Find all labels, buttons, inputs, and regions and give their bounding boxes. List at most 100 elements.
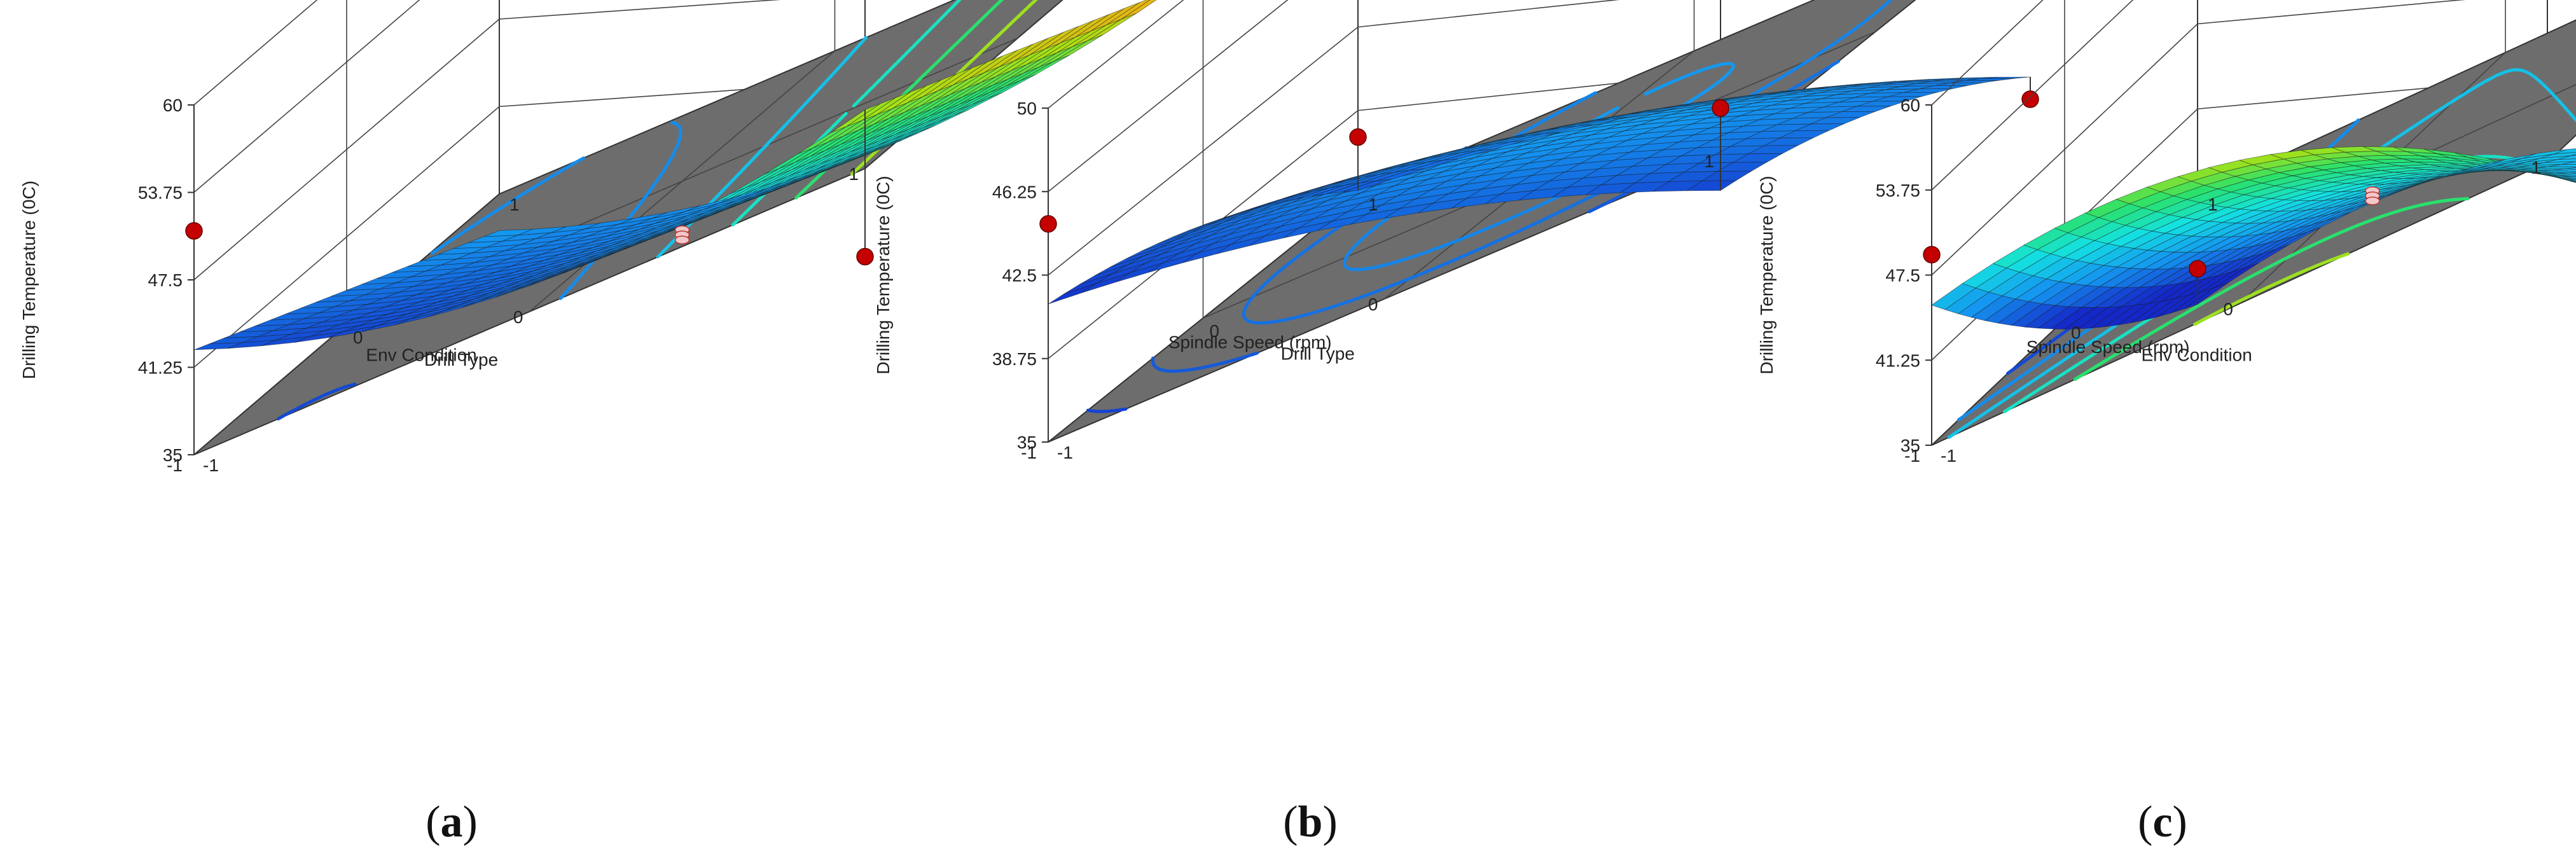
z-tick-label: 42.5 (1002, 266, 1037, 286)
x-axis-label: Spindle Speed (rpm) (2026, 337, 2190, 357)
contour-line (1086, 407, 1128, 413)
response-surface (193, 0, 1157, 350)
z-axis: 50 46.25 42.5 38.75 35 Drilling Temperature (… (873, 99, 1048, 452)
design-point (856, 247, 874, 266)
z-tick-label: 47.5 (1886, 266, 1921, 286)
y-tick-label: -1 (203, 455, 219, 475)
center-point-marker (674, 235, 690, 245)
z-grid-line (1931, 0, 2466, 276)
y-tick-label: -1 (1057, 443, 1073, 462)
x-tick-label: 0 (2223, 300, 2233, 319)
caption-paren-open: ( (1283, 798, 1298, 847)
contour-line (2073, 197, 2470, 381)
surface-cell (1048, 282, 1098, 305)
z-tick-label: 35 (163, 445, 183, 465)
z-axis: 60 53.75 47.5 41.25 35 Drilling Temperature (… (19, 95, 194, 465)
panel-caption: (a) (426, 798, 478, 847)
x-tick-label: 0 (513, 307, 523, 327)
response-surface (1048, 76, 2031, 305)
y-tick-label: -1 (1941, 446, 1956, 466)
z-axis-label: Drilling Temperature (0C) (1757, 176, 1776, 374)
floor-axes: 1 0 -1 -1 0 1 Spindle Speed (rpm)Drill Type (1021, 151, 1714, 462)
x-tick-label: 0 (1368, 294, 1378, 314)
x-tick-label: -1 (167, 455, 183, 475)
design-point (2189, 259, 2206, 278)
floor-grid-line (529, 50, 836, 312)
z-tick-label: 41.25 (138, 358, 183, 378)
surface-cell (2539, 169, 2576, 174)
contour-line (2192, 252, 2350, 326)
x-tick-label: 1 (848, 164, 859, 184)
z-grid-line (193, 0, 781, 280)
y-axis-label: Env Condition (2141, 345, 2252, 365)
z-tick-label: 41.25 (1876, 350, 1920, 370)
caption-paren-close: ) (1322, 798, 1337, 847)
surface-cell (1106, 0, 1151, 25)
design-point (185, 222, 203, 240)
x-tick-label: 1 (2531, 158, 2541, 177)
x-tick-label: -1 (1904, 446, 1920, 466)
caption-paren-close: ) (463, 798, 478, 847)
y-tick-label: 1 (2208, 195, 2218, 214)
surface-panel-a: 60 53.75 47.5 41.25 35 Drilling Temperature (… (19, 0, 1157, 847)
z-tick-label: 35 (1017, 432, 1037, 452)
surface-cell (2570, 180, 2576, 183)
z-axis-label: Drilling Temperature (0C) (19, 181, 39, 379)
y-axis-label: Drill Type (424, 350, 498, 370)
surface-cell (2566, 167, 2576, 170)
panel-caption: (c) (2138, 798, 2187, 847)
design-points (1039, 77, 2039, 304)
design-point (1712, 99, 1729, 117)
z-tick-label: 53.75 (1876, 181, 1920, 200)
z-grid-line (1048, 0, 1620, 276)
surface-cell (2557, 172, 2576, 176)
surface-cell (2535, 166, 2576, 169)
design-point (2021, 90, 2039, 108)
surface-cell (2553, 148, 2576, 155)
z-axis: 60 53.75 47.5 41.25 35 Drilling Temperature (… (1757, 95, 1932, 455)
surface-cell (2549, 163, 2576, 167)
caption-paren-close: ) (2173, 798, 2187, 847)
caption-paren-open: ( (426, 798, 440, 847)
surface-cell (1121, 0, 1157, 20)
surface-cell (2570, 172, 2576, 174)
z-tick-label: 50 (1017, 99, 1037, 118)
y-tick-label: 1 (509, 195, 520, 214)
floor-axes: 1 0 -1 -1 0 1 Spindle Speed (rpm)Env Condition (1904, 158, 2541, 466)
y-tick-label: 0 (2071, 323, 2081, 343)
z-tick-label: 60 (1901, 95, 1920, 115)
design-point (1923, 246, 1941, 264)
design-point (1349, 128, 1367, 146)
y-tick-label: 0 (1210, 321, 1220, 341)
surface-cell (2544, 158, 2576, 163)
z-tick-label: 46.25 (992, 182, 1037, 202)
surface-cell (2571, 153, 2576, 156)
surface-cell (2574, 176, 2576, 177)
y-tick-label: 0 (353, 328, 363, 347)
x-tick-label: 1 (1704, 151, 1714, 171)
surface-panel-c: 60 53.75 47.5 41.25 35 Drilling Temperature (… (1757, 0, 2576, 847)
response-surface (1931, 146, 2576, 329)
surface-cell (2552, 168, 2576, 172)
x-tick-label: -1 (1021, 443, 1037, 462)
z-tick-label: 47.5 (148, 270, 183, 290)
z-axis-label: Drilling Temperature (0C) (873, 176, 893, 374)
z-tick-label: 38.75 (992, 349, 1037, 369)
panel-caption: (b) (1283, 798, 1338, 847)
z-grid-line (193, 0, 318, 106)
surface-cell (2540, 151, 2576, 159)
z-grid-line (1048, 71, 1721, 359)
z-grid-line (193, 0, 420, 193)
z-tick-label: 60 (163, 95, 183, 115)
contour-line (277, 382, 357, 420)
z-grid-line (1048, 0, 1289, 192)
caption-letter: c (2152, 798, 2172, 847)
design-point (1039, 215, 1057, 233)
caption-letter: b (1298, 798, 1323, 847)
surface-cell (2558, 155, 2576, 160)
surface-panel-b: 50 46.25 42.5 38.75 35 Drilling Temperature (… (873, 0, 2039, 847)
center-point-marker (2365, 197, 2380, 205)
x-axis-label: Env Condition (366, 345, 476, 365)
